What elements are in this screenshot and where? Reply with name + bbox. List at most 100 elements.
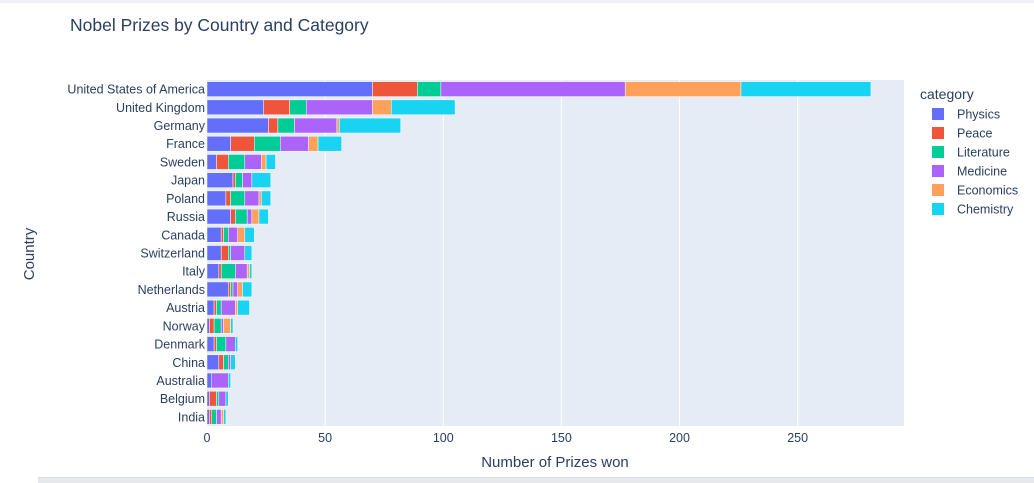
- bar-segment: [244, 154, 262, 170]
- x-tick-label: 250: [787, 431, 808, 445]
- legend-swatch: [932, 184, 944, 196]
- bar-segment: [305, 99, 373, 116]
- x-tick-label: 200: [669, 431, 690, 445]
- y-tick-label: Sweden: [160, 155, 205, 169]
- legend-label: Literature: [957, 146, 1010, 160]
- bar-segment: [209, 390, 217, 407]
- bottom-frame-strip: [38, 477, 1034, 483]
- y-tick-label: Poland: [166, 192, 205, 206]
- bar-segment: [244, 190, 260, 207]
- bar-segment: [206, 390, 210, 407]
- bar-segment: [339, 117, 401, 134]
- bar-segment: [249, 263, 253, 279]
- bar-segment: [206, 372, 212, 389]
- bar-segment: [220, 245, 229, 261]
- bar-segment: [624, 81, 742, 97]
- bar-segment: [209, 318, 215, 334]
- bar-segment: [206, 245, 222, 261]
- bar-segment: [228, 245, 231, 261]
- bar-segment: [254, 136, 281, 152]
- bar-segment: [206, 227, 222, 243]
- legend-swatch: [932, 108, 944, 120]
- x-axis-title: Number of Prizes won: [481, 454, 629, 471]
- bar-segment: [223, 227, 229, 243]
- bar-segment: [279, 136, 309, 152]
- bar-segment: [209, 409, 212, 425]
- bar-segment: [206, 208, 231, 225]
- bar-segment: [230, 281, 234, 298]
- legend-label: Peace: [957, 127, 992, 141]
- y-tick-label: Austria: [166, 301, 205, 315]
- y-tick-label: China: [172, 356, 205, 370]
- bar-segment: [237, 299, 250, 316]
- top-frame-strip: [0, 0, 1034, 3]
- bar-segment: [244, 245, 253, 261]
- bar-segment: [246, 208, 253, 225]
- bar-segment: [216, 409, 222, 425]
- bar-segment: [206, 81, 373, 97]
- bar-segment: [235, 336, 238, 352]
- bar-segment: [232, 172, 236, 188]
- bar-segment: [206, 354, 220, 370]
- bar-segment: [246, 263, 250, 279]
- bar-segment: [206, 336, 215, 352]
- x-tick-label: 50: [318, 431, 332, 445]
- bar-segment: [218, 263, 222, 279]
- bar-segment: [206, 190, 227, 207]
- y-tick-label: Japan: [171, 174, 205, 188]
- bar-segment: [268, 117, 279, 134]
- legend: category Physics Peace Literature Medicine E…: [920, 86, 1018, 217]
- bar-segment: [235, 172, 243, 188]
- bar-segment: [206, 136, 231, 152]
- y-axis-title: Country: [21, 227, 38, 280]
- bar-segment: [223, 354, 229, 370]
- grid-lines: [324, 80, 799, 426]
- legend-swatch: [932, 146, 944, 158]
- bar-segment: [216, 390, 220, 407]
- y-tick-label: Norway: [163, 319, 206, 333]
- bar-segment: [216, 336, 227, 352]
- x-tick-label: 150: [551, 431, 572, 445]
- bar-segment: [317, 136, 342, 152]
- bar-segment: [251, 172, 272, 188]
- y-tick-label: United Kingdom: [116, 101, 205, 115]
- bar-segment: [216, 154, 229, 170]
- bar-segment: [237, 281, 243, 298]
- bar-segment: [242, 281, 253, 298]
- bar-segment: [223, 318, 231, 334]
- bar-segment: [258, 208, 269, 225]
- y-tick-label: Canada: [161, 228, 205, 242]
- y-tick-label: France: [166, 137, 205, 151]
- bar-segment: [206, 154, 217, 170]
- bar-segment: [235, 299, 238, 316]
- bar-segment: [230, 190, 246, 207]
- bar-segment: [258, 190, 262, 207]
- bar-segment: [440, 81, 626, 97]
- bar-segment: [211, 409, 217, 425]
- bar-segment: [206, 281, 229, 298]
- y-tick-label: Denmark: [154, 338, 205, 352]
- bar-segment: [230, 208, 236, 225]
- legend-label: Physics: [957, 108, 1000, 122]
- y-tick-label: Italy: [182, 265, 206, 279]
- bar-segment: [740, 81, 872, 97]
- bar-segment: [206, 409, 210, 425]
- bar-segment: [206, 299, 215, 316]
- bar-segment: [244, 227, 255, 243]
- bar-segment: [232, 281, 238, 298]
- bar-segment: [213, 336, 217, 352]
- bar-segment: [230, 318, 234, 334]
- x-tick-label: 100: [433, 431, 454, 445]
- bar-segment: [230, 354, 236, 370]
- bar-segment: [289, 99, 307, 116]
- bar-segment: [225, 336, 236, 352]
- bar-segment: [294, 117, 338, 134]
- y-tick-label: Australia: [156, 374, 205, 388]
- bar-segment: [261, 154, 267, 170]
- y-tick-label: Russia: [167, 210, 205, 224]
- bar-segment: [220, 318, 224, 334]
- bar-segment: [220, 263, 236, 279]
- bar-segment: [228, 372, 231, 389]
- y-tick-label: Netherlands: [138, 283, 205, 297]
- bar-segment: [228, 227, 238, 243]
